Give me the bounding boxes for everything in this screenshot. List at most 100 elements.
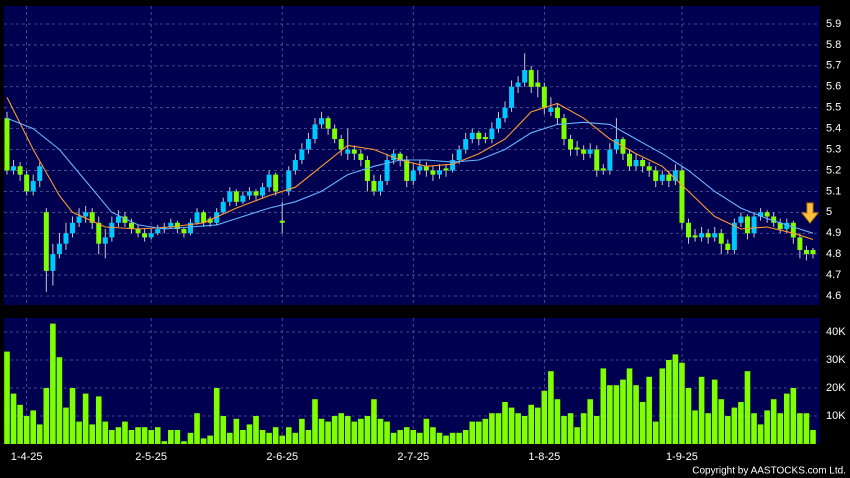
y-tick-label: 5.5	[826, 102, 841, 114]
volume-bar	[672, 354, 679, 444]
candle-body	[712, 233, 718, 238]
volume-bar	[76, 421, 82, 444]
candle-body	[37, 166, 43, 181]
y-tick-label: 5.8	[826, 39, 841, 51]
volume-bar	[449, 432, 456, 444]
candle-body	[482, 136, 488, 140]
candle-body	[351, 149, 357, 154]
volume-bar	[639, 402, 646, 444]
candle-body	[810, 249, 816, 255]
candle-body	[522, 70, 528, 83]
candle-body	[469, 132, 475, 140]
volume-bar	[764, 410, 770, 444]
volume-bar	[299, 418, 305, 444]
candle-body	[397, 153, 403, 160]
candle-body	[161, 226, 167, 230]
volume-bar	[620, 379, 626, 444]
y-tick-label: 4.9	[826, 227, 841, 239]
candle-body	[456, 149, 462, 160]
candle-body	[633, 159, 639, 167]
candle-body	[790, 222, 796, 238]
volume-bar	[344, 416, 351, 444]
volume-bar	[738, 402, 744, 444]
candle-body	[364, 159, 370, 181]
candle-body	[436, 170, 442, 175]
volume-bar	[502, 402, 508, 444]
candle-body	[30, 180, 36, 192]
y-tick-label: 40K	[826, 326, 846, 338]
candle-body	[70, 222, 76, 234]
volume-bar	[377, 418, 384, 444]
volume-bar	[102, 421, 109, 444]
volume-bar	[600, 368, 607, 444]
candle-body	[63, 233, 69, 244]
candle-body	[181, 229, 187, 234]
candle-body	[122, 216, 128, 223]
volume-bar	[148, 430, 154, 444]
candle-body	[685, 222, 691, 238]
volume-bar	[443, 435, 449, 444]
volume-bar	[168, 430, 174, 444]
volume-bar	[358, 418, 364, 444]
volume-bar	[390, 432, 397, 444]
volume-bar	[279, 435, 286, 444]
y-tick-label: 5.1	[826, 185, 841, 197]
volume-bar	[331, 416, 338, 444]
candle-body	[273, 174, 279, 192]
candle-body	[581, 149, 587, 154]
volume-bar	[587, 399, 594, 444]
candle-body	[627, 153, 633, 167]
y-tick-label: 30K	[826, 354, 846, 366]
volume-bar	[115, 427, 122, 444]
volume-bar	[56, 357, 63, 444]
volume-bar	[240, 430, 246, 444]
y-tick-label: 20K	[826, 382, 846, 394]
candle-body	[378, 180, 384, 192]
candle-body	[4, 118, 10, 171]
candle-body	[207, 218, 213, 223]
volume-bar	[757, 424, 764, 444]
candle-body	[476, 132, 482, 140]
volume-bar	[220, 416, 227, 444]
candle-body	[155, 229, 161, 234]
candle-body	[568, 139, 574, 150]
candle-body	[758, 212, 764, 217]
candle-body	[220, 201, 226, 213]
y-tick-label: 5	[826, 206, 832, 218]
volume-bar	[803, 413, 810, 444]
volume-bar	[50, 323, 56, 444]
volume-bar	[810, 430, 816, 444]
candle-body	[83, 212, 89, 217]
candle-body	[777, 222, 783, 230]
volume-bar	[679, 362, 685, 444]
y-tick-label: 5.9	[826, 18, 841, 30]
volume-bar	[777, 413, 784, 444]
candle-body	[718, 233, 724, 244]
volume-bar	[403, 427, 410, 444]
x-tick-label: 2-5-25	[135, 451, 167, 463]
candle-body	[640, 159, 646, 167]
candle-body	[803, 249, 809, 255]
candle-body	[784, 222, 790, 230]
volume-bar	[548, 371, 554, 444]
volume-bar	[482, 418, 489, 444]
x-tick-label: 1-9-25	[666, 451, 698, 463]
price-panel	[4, 6, 820, 305]
volume-bar	[109, 430, 115, 444]
candle-body	[266, 174, 272, 188]
candle-body	[666, 174, 672, 181]
volume-bar	[521, 416, 528, 444]
volume-bar	[567, 413, 574, 444]
volume-bar	[744, 371, 751, 444]
x-tick-label: 1-4-25	[11, 451, 43, 463]
volume-bar	[561, 416, 567, 444]
y-tick-label: 4.8	[826, 248, 841, 260]
moving-average-line	[6, 117, 814, 234]
volume-bar	[633, 385, 639, 444]
candle-body	[286, 170, 292, 192]
volume-bar	[580, 413, 587, 444]
candle-body	[554, 107, 560, 119]
candle-body	[338, 139, 344, 150]
candle-body	[463, 139, 469, 150]
volume-bar	[751, 413, 757, 444]
